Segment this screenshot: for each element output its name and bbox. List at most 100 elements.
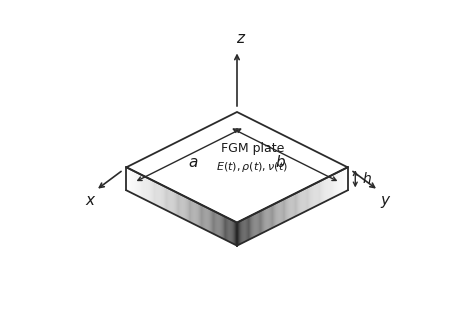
Polygon shape [216,212,217,236]
Polygon shape [190,199,191,223]
Polygon shape [193,201,194,224]
Polygon shape [213,210,214,234]
Polygon shape [140,174,141,198]
Polygon shape [345,168,346,192]
Polygon shape [143,175,144,199]
Polygon shape [225,217,226,240]
Polygon shape [324,179,325,202]
Polygon shape [127,167,128,191]
Polygon shape [290,196,291,219]
Polygon shape [277,202,278,226]
Polygon shape [315,183,316,206]
Polygon shape [260,210,261,234]
Polygon shape [246,218,247,241]
Polygon shape [342,170,343,193]
Polygon shape [154,181,155,205]
Polygon shape [265,208,266,231]
Polygon shape [297,192,298,216]
Polygon shape [336,173,337,196]
Polygon shape [201,205,202,228]
Polygon shape [253,214,254,238]
Polygon shape [183,196,184,219]
Polygon shape [174,191,175,215]
Polygon shape [314,184,315,207]
Polygon shape [197,203,198,226]
Polygon shape [161,184,162,208]
Polygon shape [284,199,285,222]
Polygon shape [211,210,212,233]
Polygon shape [263,209,264,233]
Polygon shape [276,203,277,226]
Polygon shape [256,212,257,236]
Polygon shape [200,204,201,228]
Polygon shape [255,213,256,237]
Polygon shape [319,181,320,205]
Polygon shape [287,197,288,221]
Polygon shape [233,221,234,244]
Polygon shape [289,196,290,220]
Polygon shape [274,204,275,227]
Polygon shape [267,207,268,230]
Polygon shape [160,184,161,207]
Polygon shape [219,214,220,237]
Polygon shape [301,190,302,213]
Polygon shape [172,190,173,213]
Polygon shape [134,171,135,194]
Polygon shape [188,198,189,222]
Polygon shape [327,177,328,201]
Polygon shape [334,174,335,197]
Text: b: b [276,156,285,171]
Polygon shape [262,210,263,233]
Polygon shape [184,196,185,220]
Polygon shape [341,170,342,193]
Polygon shape [271,205,272,228]
Polygon shape [279,201,280,224]
Polygon shape [268,206,269,230]
Polygon shape [298,192,299,215]
Polygon shape [308,187,309,210]
Polygon shape [346,167,347,191]
Polygon shape [241,220,242,244]
Polygon shape [283,199,284,223]
Polygon shape [288,197,289,220]
Polygon shape [152,180,153,204]
Polygon shape [146,177,147,201]
Polygon shape [206,207,207,230]
Polygon shape [195,202,196,225]
Polygon shape [230,219,231,243]
Text: x: x [85,193,94,208]
Polygon shape [303,189,304,212]
Polygon shape [224,216,225,240]
Polygon shape [247,217,248,241]
Polygon shape [309,186,310,210]
Polygon shape [210,209,211,233]
Polygon shape [149,179,150,202]
Polygon shape [144,176,145,200]
Polygon shape [136,172,137,195]
Polygon shape [338,171,339,195]
Polygon shape [310,186,311,209]
Polygon shape [299,191,300,215]
Polygon shape [302,189,303,213]
Polygon shape [170,189,171,212]
Polygon shape [292,194,293,218]
Polygon shape [266,207,267,231]
Text: y: y [380,193,389,208]
Polygon shape [312,184,313,208]
Polygon shape [293,194,294,218]
Polygon shape [147,178,148,202]
Polygon shape [209,208,210,232]
Polygon shape [215,211,216,235]
Polygon shape [234,221,235,245]
Polygon shape [196,202,197,226]
Polygon shape [198,203,199,227]
Text: $E(t), \rho(t), \nu(t)$: $E(t), \rho(t), \nu(t)$ [217,160,288,174]
Polygon shape [227,218,228,241]
Polygon shape [142,175,143,199]
Polygon shape [145,176,146,200]
Polygon shape [239,221,240,245]
Polygon shape [127,112,347,223]
Text: FGM plate: FGM plate [221,142,284,155]
Polygon shape [320,181,321,204]
Polygon shape [133,170,134,194]
